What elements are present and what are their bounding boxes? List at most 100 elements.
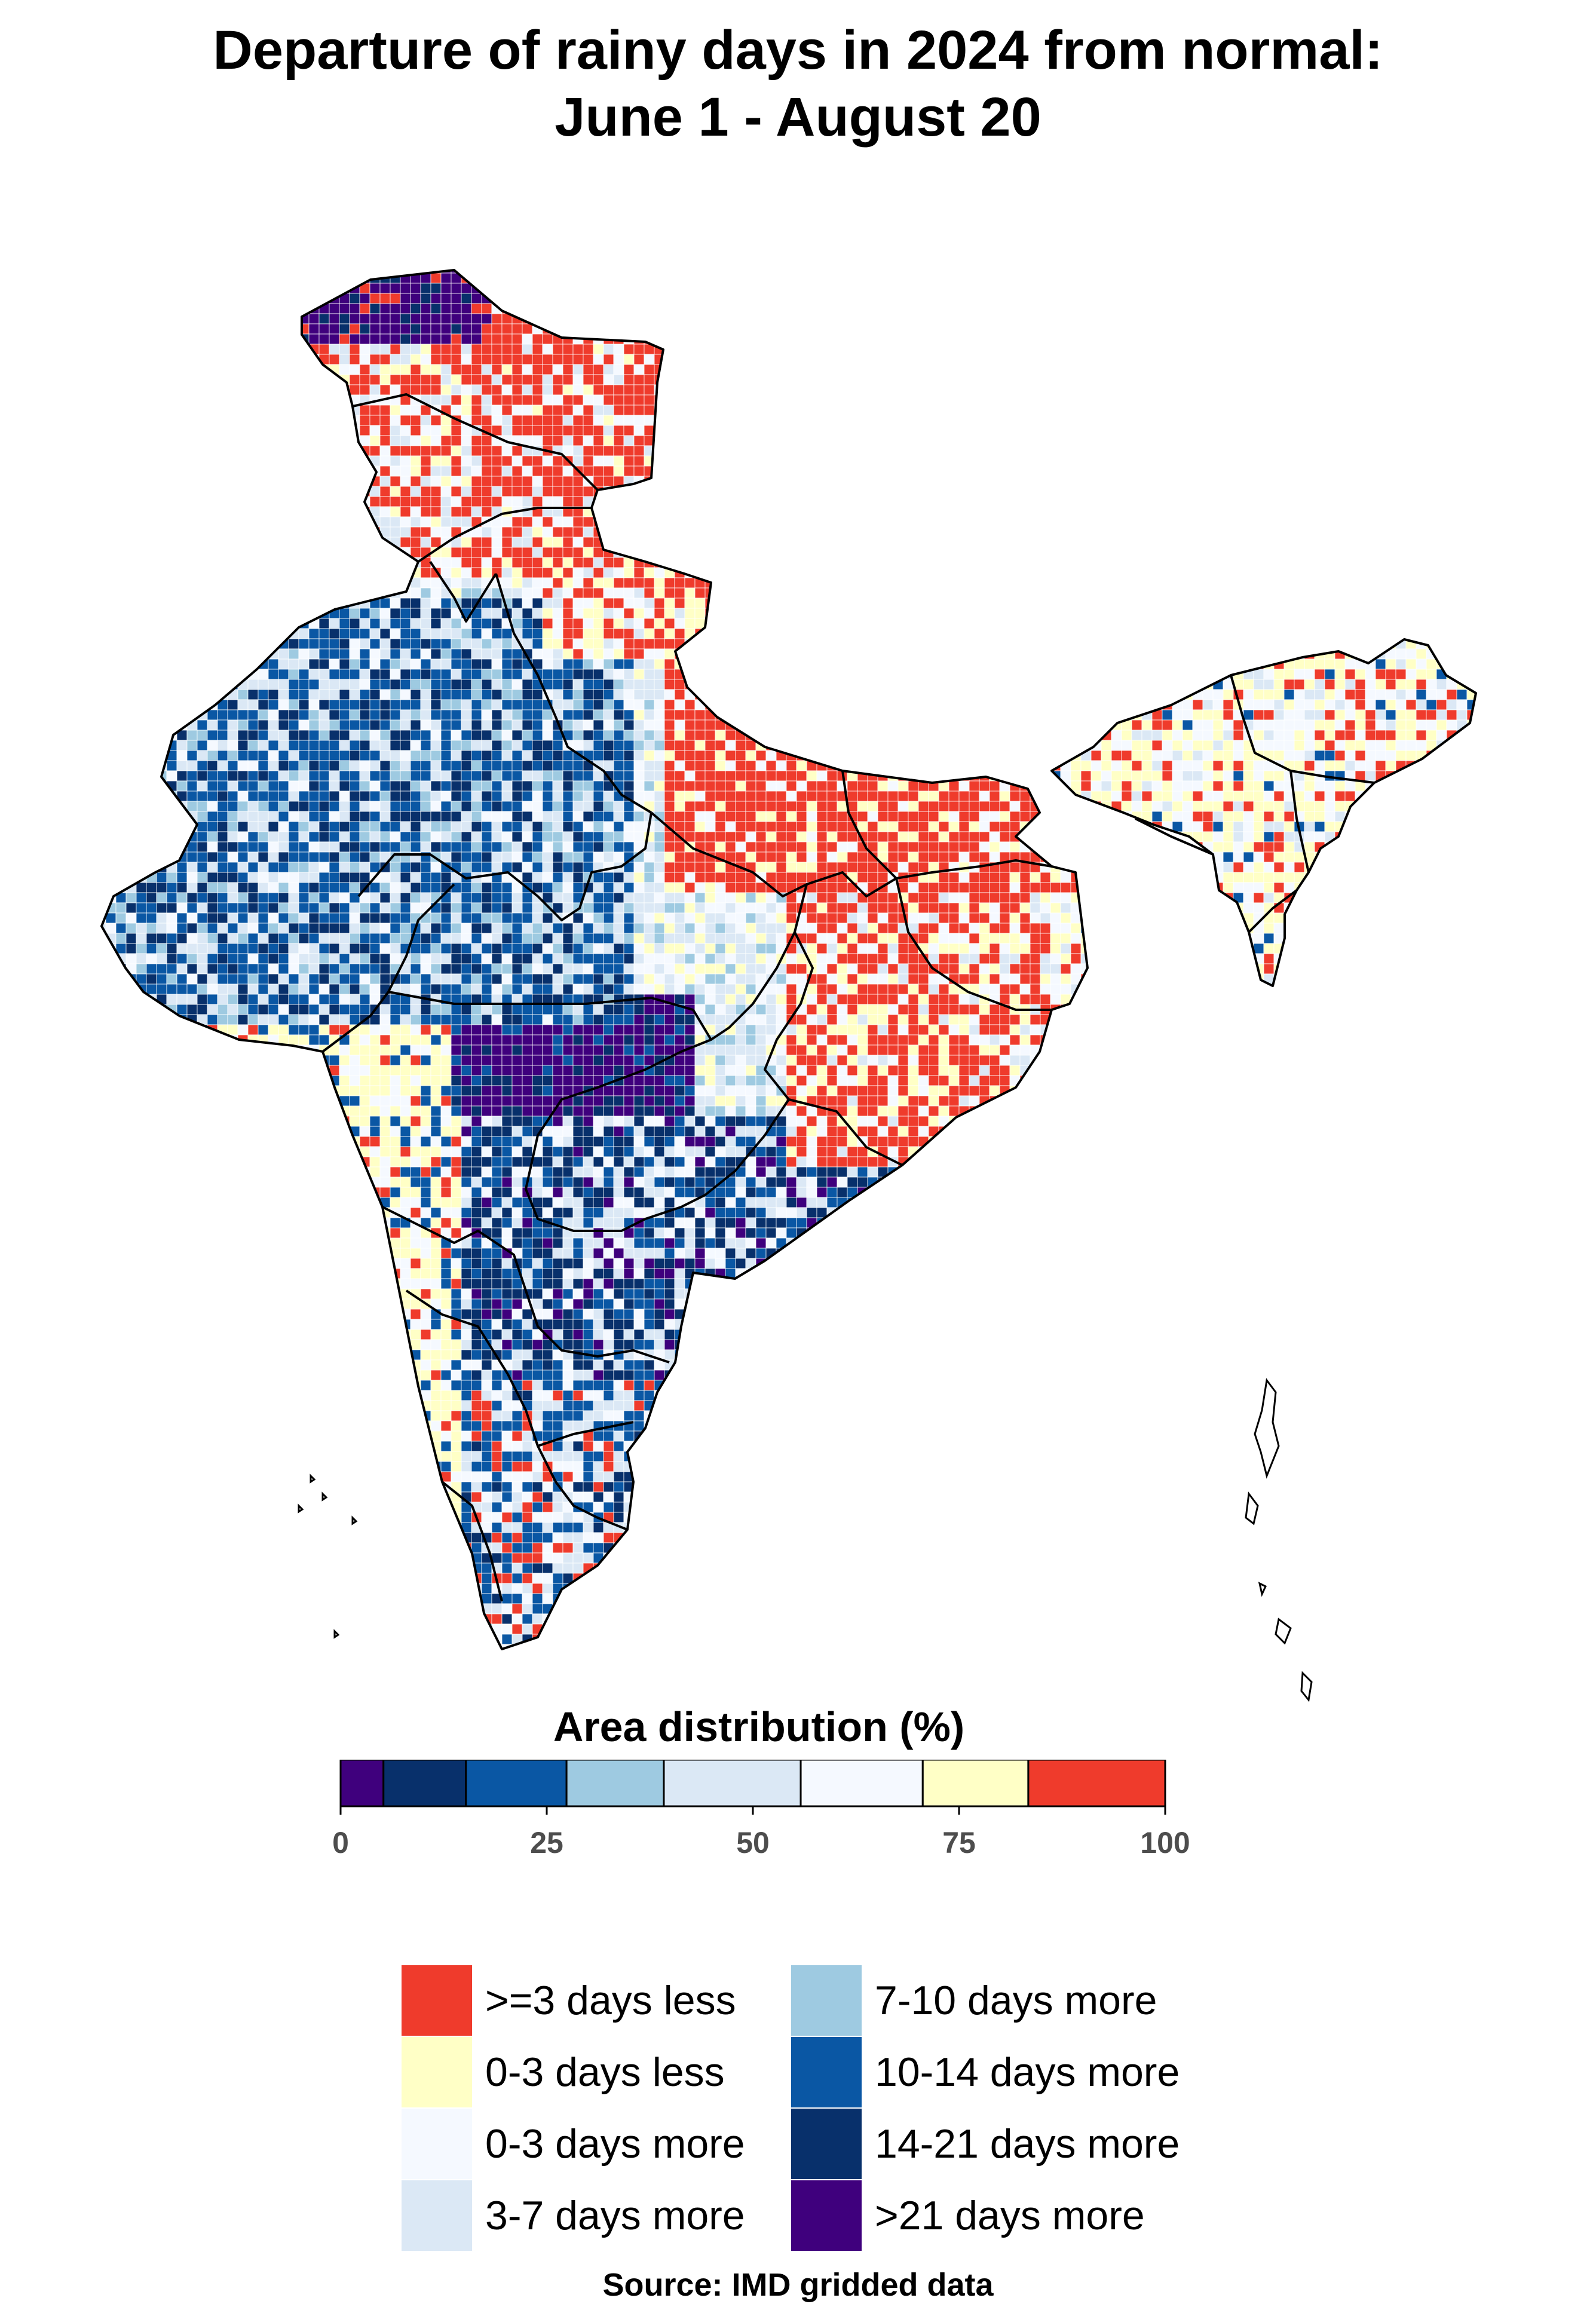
grid-cell	[105, 567, 117, 578]
grid-cell	[867, 537, 878, 548]
grid-cell	[715, 374, 726, 385]
grid-cell	[1477, 588, 1487, 598]
grid-cell	[258, 323, 269, 335]
grid-cell	[1355, 425, 1366, 436]
grid-cell	[156, 628, 167, 639]
grid-cell	[1060, 598, 1071, 609]
grid-cell	[329, 445, 340, 457]
grid-cell	[1172, 567, 1183, 578]
grid-cell	[1009, 516, 1021, 528]
grid-cell	[288, 384, 299, 396]
grid-cell	[308, 323, 320, 335]
map-title: Departure of rainy days in 2024 from nor…	[0, 17, 1596, 151]
grid-cell	[278, 272, 289, 284]
grid-cell	[1151, 405, 1163, 416]
grid-cell	[247, 384, 259, 396]
grid-cell	[867, 577, 878, 589]
grid-cell	[298, 394, 310, 406]
grid-cell	[948, 608, 960, 619]
grid-cell	[288, 364, 299, 375]
grid-cell	[247, 476, 259, 487]
grid-cell	[948, 526, 960, 538]
grid-cell	[278, 496, 289, 507]
grid-cell	[593, 270, 604, 274]
grid-cell	[1263, 313, 1275, 324]
grid-cell	[522, 557, 533, 568]
grid-cell	[704, 272, 716, 284]
grid-cell	[664, 465, 675, 477]
grid-cell	[1030, 587, 1041, 599]
grid-cell	[420, 313, 431, 324]
grid-cell	[1385, 354, 1396, 365]
grid-cell	[400, 323, 411, 335]
grid-cell	[664, 628, 675, 639]
grid-cell	[501, 333, 513, 345]
grid-cell	[674, 587, 685, 599]
grid-cell	[786, 526, 797, 538]
grid-cell	[1223, 425, 1234, 436]
grid-cell	[979, 567, 990, 578]
grid-cell	[837, 496, 848, 507]
grid-cell	[755, 506, 767, 517]
grid-cell	[796, 598, 807, 609]
grid-cell	[796, 354, 807, 365]
grid-cell	[1172, 537, 1183, 548]
grid-cell	[1019, 293, 1031, 304]
grid-cell	[1030, 374, 1041, 385]
grid-cell	[1212, 445, 1224, 457]
grid-cell	[1294, 506, 1305, 517]
grid-cell	[837, 476, 848, 487]
grid-cell	[887, 587, 899, 599]
grid-cell	[816, 293, 828, 304]
grid-cell	[1365, 323, 1376, 335]
grid-cell	[1233, 303, 1244, 314]
grid-cell	[745, 486, 756, 497]
grid-cell	[105, 476, 117, 487]
grid-cell	[776, 283, 787, 294]
grid-cell	[1121, 303, 1132, 314]
grid-cell	[278, 628, 289, 639]
grid-cell	[745, 465, 756, 477]
grid-cell	[1172, 364, 1183, 375]
grid-cell	[745, 577, 756, 589]
grid-cell	[1416, 455, 1427, 467]
grid-cell	[704, 323, 716, 335]
grid-cell	[1294, 405, 1305, 416]
grid-cell	[816, 598, 828, 609]
grid-cell	[1172, 598, 1183, 609]
grid-cell	[969, 303, 980, 314]
grid-cell	[1131, 486, 1142, 497]
grid-cell	[725, 486, 736, 497]
grid-cell	[268, 567, 279, 578]
grid-cell	[1202, 415, 1214, 426]
grid-cell	[1263, 598, 1275, 609]
grid-cell	[227, 557, 238, 568]
grid-cell	[369, 618, 381, 629]
grid-cell	[786, 425, 797, 436]
grid-cell	[217, 567, 228, 578]
grid-cell	[268, 608, 279, 619]
grid-cell	[623, 303, 635, 314]
grid-cell	[1019, 364, 1031, 375]
grid-cell	[1314, 445, 1325, 457]
grid-cell	[1080, 567, 1092, 578]
grid-cell	[1009, 465, 1021, 477]
grid-cell	[1202, 486, 1214, 497]
grid-cell	[1070, 425, 1082, 436]
grid-cell	[146, 283, 157, 294]
grid-cell	[664, 415, 675, 426]
grid-cell	[1365, 455, 1376, 467]
grid-cell	[979, 333, 990, 345]
grid-cell	[1395, 344, 1407, 355]
grid-cell	[1446, 537, 1457, 548]
grid-cell	[1192, 526, 1203, 538]
grid-cell	[1324, 272, 1335, 284]
grid-cell	[318, 577, 330, 589]
grid-cell	[1162, 608, 1173, 619]
grid-cell	[1162, 476, 1173, 487]
grid-cell	[1304, 587, 1315, 599]
grid-cell	[532, 374, 543, 385]
grid-cell	[1294, 272, 1305, 284]
grid-cell	[674, 496, 685, 507]
grid-cell	[897, 445, 909, 457]
